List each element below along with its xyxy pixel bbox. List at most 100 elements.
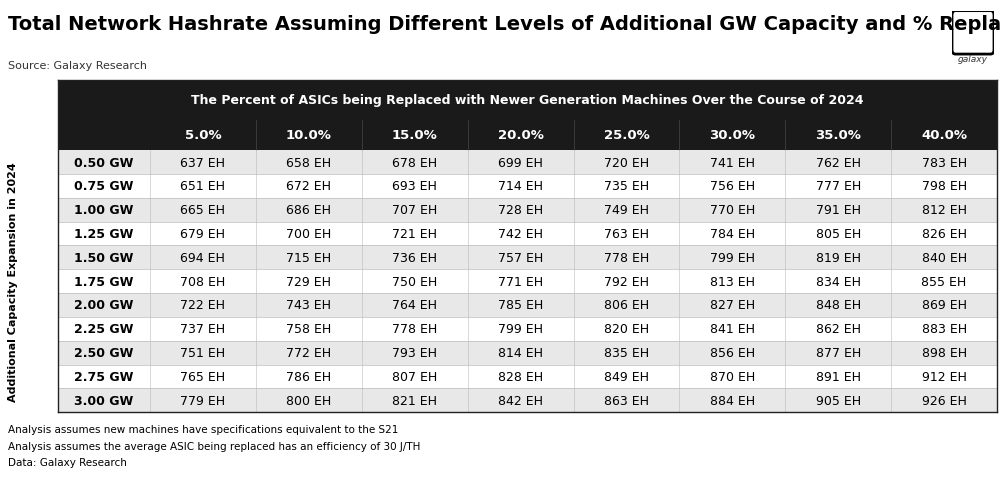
Text: 785 EH: 785 EH — [498, 299, 543, 312]
Text: 1.75 GW: 1.75 GW — [74, 275, 134, 288]
Text: 758 EH: 758 EH — [286, 323, 331, 336]
Text: 757 EH: 757 EH — [498, 251, 543, 264]
Text: 807 EH: 807 EH — [392, 370, 437, 383]
Text: 800 EH: 800 EH — [286, 394, 331, 407]
Text: 771 EH: 771 EH — [498, 275, 543, 288]
Text: 1.00 GW: 1.00 GW — [74, 204, 134, 217]
Text: 1.25 GW: 1.25 GW — [74, 227, 134, 241]
Text: 834 EH: 834 EH — [816, 275, 861, 288]
Text: 10.0%: 10.0% — [286, 129, 332, 142]
Text: 806 EH: 806 EH — [604, 299, 649, 312]
Text: 842 EH: 842 EH — [498, 394, 543, 407]
Text: 777 EH: 777 EH — [816, 180, 861, 193]
Text: Total Network Hashrate Assuming Different Levels of Additional GW Capacity and %: Total Network Hashrate Assuming Differen… — [8, 15, 1000, 34]
Text: 736 EH: 736 EH — [392, 251, 437, 264]
Text: 814 EH: 814 EH — [498, 346, 543, 359]
Text: 891 EH: 891 EH — [816, 370, 861, 383]
Text: 729 EH: 729 EH — [286, 275, 331, 288]
Text: 742 EH: 742 EH — [498, 227, 543, 241]
Text: 765 EH: 765 EH — [180, 370, 226, 383]
Text: 707 EH: 707 EH — [392, 204, 437, 217]
Text: 722 EH: 722 EH — [180, 299, 225, 312]
Text: 2.25 GW: 2.25 GW — [74, 323, 134, 336]
Text: 798 EH: 798 EH — [922, 180, 967, 193]
Text: 2.00 GW: 2.00 GW — [74, 299, 134, 312]
Text: 772 EH: 772 EH — [286, 346, 331, 359]
Text: 721 EH: 721 EH — [392, 227, 437, 241]
Text: 694 EH: 694 EH — [180, 251, 225, 264]
Text: 827 EH: 827 EH — [710, 299, 755, 312]
Text: 25.0%: 25.0% — [604, 129, 649, 142]
Text: 862 EH: 862 EH — [816, 323, 861, 336]
Text: 672 EH: 672 EH — [286, 180, 331, 193]
Text: 912 EH: 912 EH — [922, 370, 966, 383]
Text: 762 EH: 762 EH — [816, 156, 861, 169]
Text: 0.50 GW: 0.50 GW — [74, 156, 134, 169]
Text: 5.0%: 5.0% — [185, 129, 221, 142]
Text: 884 EH: 884 EH — [710, 394, 755, 407]
Text: 799 EH: 799 EH — [710, 251, 755, 264]
Text: 841 EH: 841 EH — [710, 323, 755, 336]
Text: 863 EH: 863 EH — [604, 394, 649, 407]
Text: 741 EH: 741 EH — [710, 156, 755, 169]
Text: 728 EH: 728 EH — [498, 204, 543, 217]
Text: 786 EH: 786 EH — [286, 370, 331, 383]
Text: 30.0%: 30.0% — [709, 129, 755, 142]
Text: 835 EH: 835 EH — [604, 346, 649, 359]
FancyBboxPatch shape — [952, 12, 994, 55]
Text: 793 EH: 793 EH — [392, 346, 437, 359]
Text: 3.00 GW: 3.00 GW — [74, 394, 134, 407]
Text: 735 EH: 735 EH — [604, 180, 649, 193]
Text: 848 EH: 848 EH — [816, 299, 861, 312]
Text: 35.0%: 35.0% — [815, 129, 861, 142]
Text: 783 EH: 783 EH — [922, 156, 967, 169]
Text: 693 EH: 693 EH — [392, 180, 437, 193]
Text: 821 EH: 821 EH — [392, 394, 437, 407]
Text: 791 EH: 791 EH — [816, 204, 861, 217]
Text: 812 EH: 812 EH — [922, 204, 967, 217]
Text: 637 EH: 637 EH — [180, 156, 225, 169]
Text: 905 EH: 905 EH — [816, 394, 861, 407]
Text: 756 EH: 756 EH — [710, 180, 755, 193]
Text: The Percent of ASICs being Replaced with Newer Generation Machines Over the Cour: The Percent of ASICs being Replaced with… — [191, 94, 864, 107]
Text: 883 EH: 883 EH — [922, 323, 967, 336]
Text: 686 EH: 686 EH — [286, 204, 331, 217]
Text: 678 EH: 678 EH — [392, 156, 437, 169]
Text: 751 EH: 751 EH — [180, 346, 226, 359]
Text: 856 EH: 856 EH — [710, 346, 755, 359]
Text: 779 EH: 779 EH — [180, 394, 226, 407]
Text: Additional Capacity Expansion in 2024: Additional Capacity Expansion in 2024 — [8, 162, 18, 401]
Text: 1.50 GW: 1.50 GW — [74, 251, 134, 264]
Text: 855 EH: 855 EH — [921, 275, 967, 288]
Text: 870 EH: 870 EH — [710, 370, 755, 383]
Text: 743 EH: 743 EH — [286, 299, 331, 312]
Text: 826 EH: 826 EH — [922, 227, 967, 241]
Text: 40.0%: 40.0% — [921, 129, 967, 142]
Text: 708 EH: 708 EH — [180, 275, 226, 288]
Text: 20.0%: 20.0% — [498, 129, 543, 142]
Text: 840 EH: 840 EH — [922, 251, 967, 264]
Text: 898 EH: 898 EH — [922, 346, 967, 359]
Text: 665 EH: 665 EH — [180, 204, 225, 217]
Text: 0.75 GW: 0.75 GW — [74, 180, 134, 193]
Text: 828 EH: 828 EH — [498, 370, 543, 383]
Text: Analysis assumes new machines have specifications equivalent to the S21: Analysis assumes new machines have speci… — [8, 425, 398, 434]
Text: 720 EH: 720 EH — [604, 156, 649, 169]
Text: 763 EH: 763 EH — [604, 227, 649, 241]
Text: 849 EH: 849 EH — [604, 370, 649, 383]
Text: galaxy: galaxy — [958, 55, 988, 64]
Text: 679 EH: 679 EH — [180, 227, 225, 241]
Text: 778 EH: 778 EH — [604, 251, 649, 264]
Text: Data: Galaxy Research: Data: Galaxy Research — [8, 457, 127, 467]
Text: 770 EH: 770 EH — [710, 204, 755, 217]
Text: 749 EH: 749 EH — [604, 204, 649, 217]
Text: 820 EH: 820 EH — [604, 323, 649, 336]
Text: Analysis assumes the average ASIC being replaced has an efficiency of 30 J/TH: Analysis assumes the average ASIC being … — [8, 441, 420, 450]
Text: 2.50 GW: 2.50 GW — [74, 346, 134, 359]
Text: 750 EH: 750 EH — [392, 275, 437, 288]
Text: 699 EH: 699 EH — [498, 156, 543, 169]
Text: 877 EH: 877 EH — [816, 346, 861, 359]
Text: 805 EH: 805 EH — [816, 227, 861, 241]
Text: 792 EH: 792 EH — [604, 275, 649, 288]
Text: Source: Galaxy Research: Source: Galaxy Research — [8, 61, 147, 71]
